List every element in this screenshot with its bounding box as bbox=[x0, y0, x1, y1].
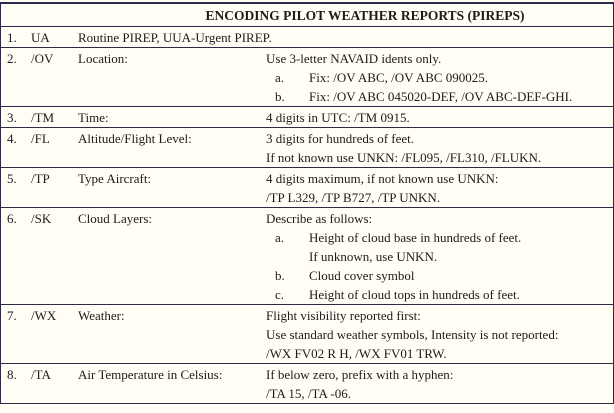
description-line: Use 3-letter NAVAID idents only. bbox=[266, 49, 613, 68]
row-label: Time: bbox=[78, 110, 109, 125]
row-code: UA bbox=[31, 30, 50, 45]
row-description: 3 digits for hundreds of feet. If not kno… bbox=[266, 129, 613, 167]
table-row: 6. /SK Cloud Layers: Describe as follows: a.… bbox=[1, 208, 613, 305]
line-marker: c. bbox=[275, 287, 285, 302]
description-line: Use standard weather symbols, Intensity … bbox=[266, 325, 613, 344]
description-line: /TA 15, /TA -06. bbox=[266, 384, 613, 403]
line-text: /WX FV02 R H, /WX FV01 TRW. bbox=[266, 346, 447, 361]
line-text: Describe as follows: bbox=[266, 211, 373, 226]
line-text: Fix: /OV ABC 045020-DEF, /OV ABC-DEF-GHI… bbox=[309, 89, 573, 104]
line-text: Height of cloud tops in hundreds of feet… bbox=[309, 287, 520, 302]
table-row: 8. /TA Air Temperature in Celsius: If below… bbox=[1, 364, 613, 404]
row-label: Altitude/Flight Level: bbox=[78, 131, 192, 146]
line-text: Height of cloud base in hundreds of feet… bbox=[309, 230, 522, 245]
row-description: Describe as follows: a. Height of cloud ba… bbox=[266, 209, 613, 304]
line-text: If unknown, use UNKN. bbox=[309, 249, 438, 264]
row-code: /OV bbox=[31, 51, 54, 66]
description-line: b. Fix: /OV ABC 045020-DEF, /OV ABC-DEF-G… bbox=[266, 87, 613, 106]
line-text: If below zero, prefix with a hyphen: bbox=[266, 367, 454, 382]
description-line: Describe as follows: bbox=[266, 209, 613, 228]
row-description: 4 digits in UTC: /TM 0915. bbox=[266, 108, 613, 127]
row-number: 3. bbox=[7, 110, 17, 125]
table-row: 7. /WX Weather: Flight visibility reported … bbox=[1, 305, 613, 364]
description-line: Flight visibility reported first: bbox=[266, 306, 613, 325]
row-number: 1. bbox=[7, 30, 17, 45]
table-row: 4. /FL Altitude/Flight Level: 3 digits for … bbox=[1, 128, 613, 168]
description-line: 3 digits for hundreds of feet. bbox=[266, 129, 613, 148]
row-number: 4. bbox=[7, 131, 17, 146]
description-line: If unknown, use UNKN. bbox=[266, 247, 613, 266]
row-code: /SK bbox=[31, 211, 52, 226]
row-number: 7. bbox=[7, 308, 17, 323]
line-text: 3 digits for hundreds of feet. bbox=[266, 131, 415, 146]
pireps-encoding-table: ENCODING PILOT WEATHER REPORTS (PIREPS) … bbox=[0, 2, 614, 404]
table-row: 2. /OV Location: Use 3-letter NAVAID idents… bbox=[1, 48, 613, 107]
row-number: 5. bbox=[7, 171, 17, 186]
description-line: /TP L329, /TP B727, /TP UNKN. bbox=[266, 188, 613, 207]
line-text: Fix: /OV ABC, /OV ABC 090025. bbox=[309, 70, 489, 85]
row-label: Type Aircraft: bbox=[78, 171, 152, 186]
line-marker: b. bbox=[275, 89, 285, 104]
line-text: If not known use UNKN: /FL095, /FL310, /… bbox=[266, 150, 542, 165]
row-description: Use 3-letter NAVAID idents only. a. Fix: /… bbox=[266, 49, 613, 106]
line-text: Flight visibility reported first: bbox=[266, 308, 421, 323]
row-code: /TM bbox=[31, 110, 55, 125]
row-label: Air Temperature in Celsius: bbox=[78, 367, 223, 382]
description-line: 4 digits in UTC: /TM 0915. bbox=[266, 108, 613, 127]
line-text: 4 digits in UTC: /TM 0915. bbox=[266, 110, 410, 125]
line-text: 4 digits maximum, if not known use UNKN: bbox=[266, 171, 499, 186]
description-line: If not known use UNKN: /FL095, /FL310, /… bbox=[266, 148, 613, 167]
line-text: /TP L329, /TP B727, /TP UNKN. bbox=[266, 190, 441, 205]
line-text: Cloud cover symbol bbox=[309, 268, 415, 283]
row-description: 4 digits maximum, if not known use UNKN:… bbox=[266, 169, 613, 207]
description-line: a. Height of cloud base in hundreds of fe… bbox=[266, 228, 613, 247]
row-label: Cloud Layers: bbox=[78, 211, 153, 226]
row-description-span: Routine PIREP, UUA-Urgent PIREP. bbox=[78, 30, 272, 45]
table-row: 3. /TM Time: 4 digits in UTC: /TM 0915. bbox=[1, 107, 613, 128]
row-description: If below zero, prefix with a hyphen: /TA … bbox=[266, 365, 613, 403]
row-code: /FL bbox=[31, 131, 50, 146]
row-code: /TP bbox=[31, 171, 50, 186]
row-number: 8. bbox=[7, 367, 17, 382]
description-line: If below zero, prefix with a hyphen: bbox=[266, 365, 613, 384]
table-row: 1. UA Routine PIREP, UUA-Urgent PIREP. bbox=[1, 27, 613, 48]
row-code: /TA bbox=[31, 367, 51, 382]
line-marker: a. bbox=[275, 70, 285, 85]
line-text: Use standard weather symbols, Intensity … bbox=[266, 327, 559, 342]
table-rows: 1. UA Routine PIREP, UUA-Urgent PIREP. 2. /O… bbox=[1, 27, 613, 404]
description-line: c. Height of cloud tops in hundreds of fe… bbox=[266, 285, 613, 304]
line-text: /TA 15, /TA -06. bbox=[266, 386, 351, 401]
row-label: Weather: bbox=[78, 308, 125, 323]
line-marker: a. bbox=[275, 230, 285, 245]
row-number: 2. bbox=[7, 51, 17, 66]
table-row: 5. /TP Type Aircraft: 4 digits maximum, if … bbox=[1, 168, 613, 208]
row-number: 6. bbox=[7, 211, 17, 226]
row-label: Location: bbox=[78, 51, 128, 66]
line-text: Use 3-letter NAVAID idents only. bbox=[266, 51, 442, 66]
description-line: b. Cloud cover symbol bbox=[266, 266, 613, 285]
description-line: 4 digits maximum, if not known use UNKN: bbox=[266, 169, 613, 188]
row-description: Flight visibility reported first: Use sta… bbox=[266, 306, 613, 363]
row-code: /WX bbox=[31, 308, 57, 323]
description-line: a. Fix: /OV ABC, /OV ABC 090025. bbox=[266, 68, 613, 87]
description-line: /WX FV02 R H, /WX FV01 TRW. bbox=[266, 344, 613, 363]
line-marker: b. bbox=[275, 268, 285, 283]
table-title: ENCODING PILOT WEATHER REPORTS (PIREPS) bbox=[1, 4, 613, 27]
